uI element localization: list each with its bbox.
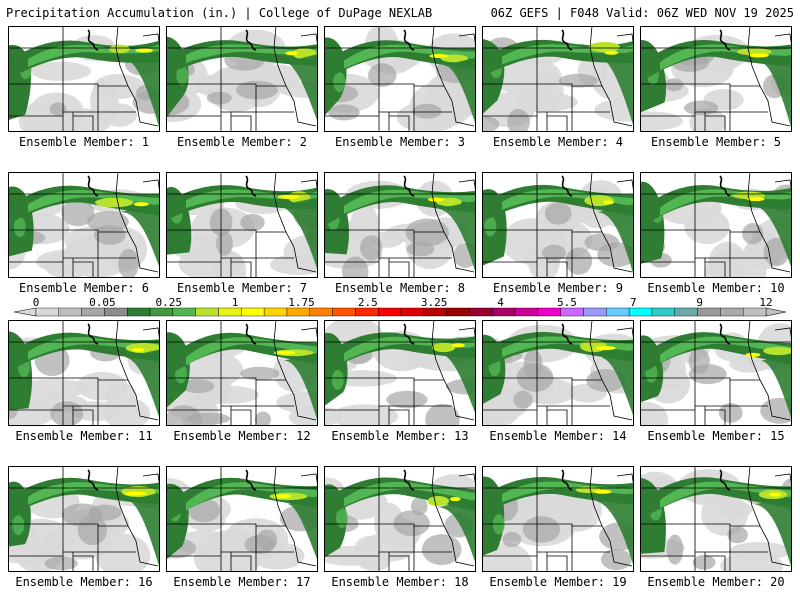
ensemble-member-map [166,466,318,572]
scale-swatch [355,307,379,317]
scale-label: 3.25 [421,296,448,309]
ensemble-member-map [8,466,160,572]
ensemble-member-label: Ensemble Member: 19 [489,575,627,589]
ensemble-member-map [640,320,792,426]
ensemble-member-map [166,172,318,278]
scale-swatch [377,307,402,317]
scale-label: 0 [33,296,40,309]
scale-swatch [400,307,425,317]
scale-label: 4 [497,296,504,309]
ensemble-member-label: Ensemble Member: 12 [173,429,311,443]
scale-swatch [560,307,584,317]
scale-swatch [58,307,82,317]
scale-swatch [720,307,744,317]
scale-swatch [286,307,310,317]
scale-swatch [241,307,265,317]
scale-swatch [104,307,128,317]
header-valid-time: 06Z GEFS | F048 Valid: 06Z WED NOV 19 20… [490,6,794,20]
scale-left-arrow [13,307,37,317]
scale-swatch [195,307,219,317]
scale-swatch [332,307,356,317]
ensemble-member-label: Ensemble Member: 14 [489,429,627,443]
ensemble-member-label: Ensemble Member: 15 [647,429,785,443]
ensemble-member-label: Ensemble Member: 5 [650,135,782,149]
scale-swatch [423,307,447,317]
ensemble-member-label: Ensemble Member: 20 [647,575,785,589]
ensemble-member-label: Ensemble Member: 6 [18,281,150,295]
ensemble-member-map [324,466,476,572]
ensemble-member-map [8,320,160,426]
scale-swatch [218,307,242,317]
ensemble-member-label: Ensemble Member: 1 [18,135,150,149]
scale-swatch [742,307,767,317]
ensemble-member-label: Ensemble Member: 10 [647,281,785,295]
scale-swatch [583,307,607,317]
ensemble-member-map [324,172,476,278]
scale-swatch [492,307,516,317]
scale-swatch [606,307,630,317]
ensemble-member-label: Ensemble Member: 8 [334,281,466,295]
ensemble-member-label: Ensemble Member: 3 [334,135,466,149]
ensemble-member-label: Ensemble Member: 17 [173,575,311,589]
ensemble-member-map [640,172,792,278]
scale-swatch [263,307,288,317]
scale-label: 7 [630,296,637,309]
ensemble-member-label: Ensemble Member: 4 [492,135,624,149]
scale-swatch [81,307,105,317]
scale-right-arrow [765,307,787,317]
scale-swatch [469,307,493,317]
ensemble-member-label: Ensemble Member: 16 [15,575,153,589]
scale-swatch [149,307,174,317]
ensemble-member-label: Ensemble Member: 18 [331,575,469,589]
scale-swatch [172,307,196,317]
scale-swatch [127,307,151,317]
scale-swatch [309,307,333,317]
scale-swatch [514,307,539,317]
header-title: Precipitation Accumulation (in.) | Colle… [6,6,433,20]
ensemble-member-map [8,26,160,132]
ensemble-member-label: Ensemble Member: 7 [176,281,308,295]
scale-label: 2.5 [358,296,378,309]
ensemble-member-map [166,26,318,132]
ensemble-member-label: Ensemble Member: 11 [15,429,153,443]
ensemble-member-label: Ensemble Member: 2 [176,135,308,149]
ensemble-member-map [482,26,634,132]
ensemble-member-label: Ensemble Member: 9 [492,281,624,295]
scale-label: 12 [759,296,772,309]
scale-label: 0.05 [89,296,116,309]
ensemble-member-map [166,320,318,426]
scale-swatch [628,307,653,317]
scale-swatch [537,307,561,317]
ensemble-member-map [482,172,634,278]
ensemble-member-label: Ensemble Member: 13 [331,429,469,443]
ensemble-member-map [324,26,476,132]
scale-label: 9 [696,296,703,309]
scale-label: 1.75 [288,296,315,309]
scale-swatch [35,307,60,317]
scale-swatch [697,307,721,317]
scale-swatch [651,307,675,317]
scale-label: 5.5 [557,296,577,309]
scale-swatch [446,307,470,317]
ensemble-member-map [482,466,634,572]
scale-swatch [674,307,698,317]
ensemble-member-map [640,466,792,572]
ensemble-member-map [640,26,792,132]
ensemble-member-map [8,172,160,278]
color-scale-bar: 0 0.05 0.25 1 1.75 2.5 3.25 4 5.5 7 9 12 [13,296,787,317]
ensemble-member-map [482,320,634,426]
scale-label: 0.25 [155,296,182,309]
ensemble-member-map [324,320,476,426]
scale-label: 1 [232,296,239,309]
